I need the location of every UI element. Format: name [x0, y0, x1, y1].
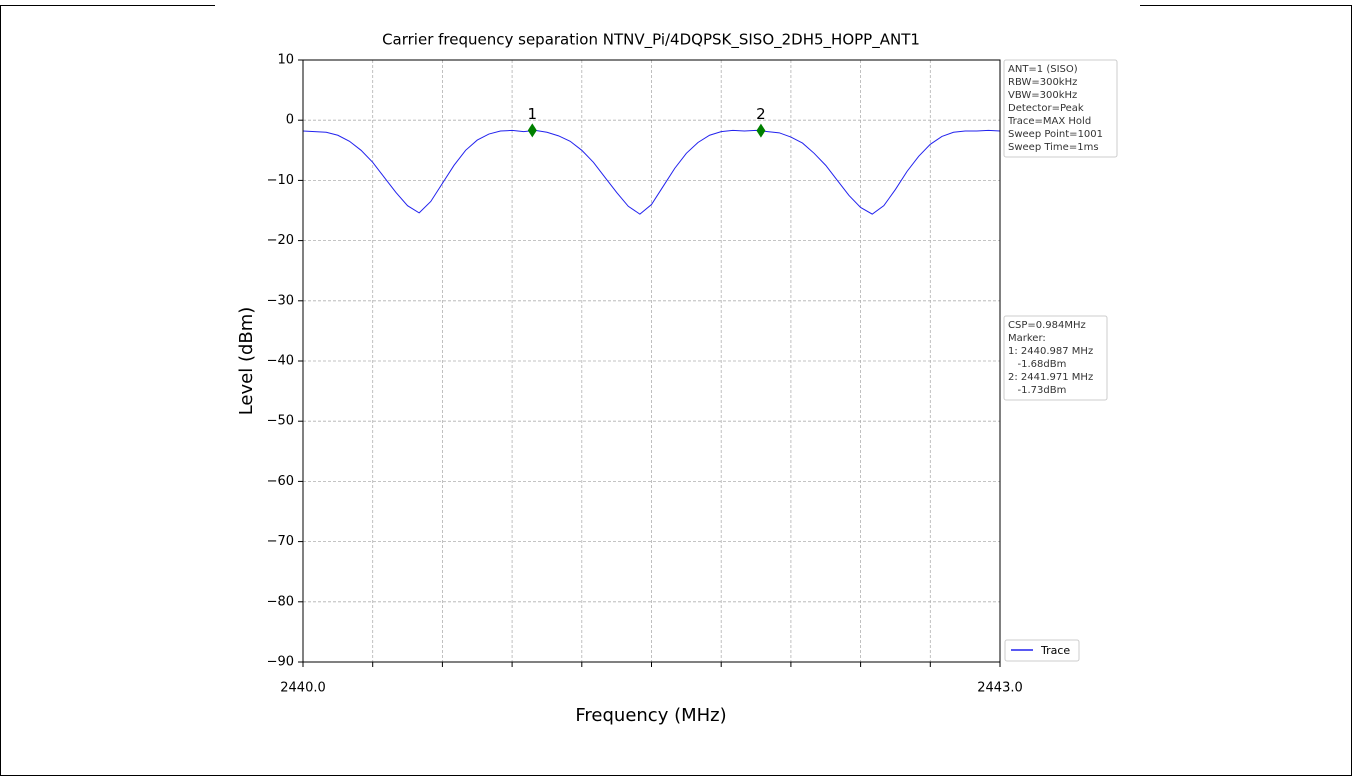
info-text: -1.73dBm	[1008, 385, 1066, 396]
y-tick-label: 0	[286, 113, 294, 128]
info-text: Marker:	[1008, 333, 1046, 344]
info-text: Trace=MAX Hold	[1007, 116, 1091, 127]
info-text: CSP=0.984MHz	[1008, 320, 1086, 331]
marker-diamond	[756, 123, 766, 138]
y-tick-label: −40	[267, 354, 294, 369]
marker-diamond	[527, 123, 537, 138]
y-tick-label: −30	[267, 293, 294, 308]
y-tick-label: −80	[267, 594, 294, 609]
y-tick-label: 10	[277, 53, 294, 68]
info-box	[1003, 315, 1108, 401]
x-axis-label: Frequency (MHz)	[575, 705, 726, 726]
marker-label: 1	[528, 105, 538, 123]
info-text: ANT=1 (SISO)	[1008, 64, 1078, 75]
info-text: -1.68dBm	[1008, 359, 1066, 370]
info-text: Sweep Time=1ms	[1008, 142, 1099, 153]
y-tick-label: −10	[267, 173, 294, 188]
y-tick-label: −90	[267, 655, 294, 670]
info-box	[1003, 59, 1118, 158]
legend-label: Trace	[1040, 644, 1070, 657]
info-text: 2: 2441.971 MHz	[1008, 372, 1093, 383]
trace-line	[302, 129, 1001, 215]
info-text: Detector=Peak	[1008, 103, 1084, 114]
x-tick-label: 2440.0	[280, 681, 326, 696]
y-tick-label: −60	[267, 474, 294, 489]
info-text: 1: 2440.987 MHz	[1008, 346, 1093, 357]
y-tick-label: −20	[267, 233, 294, 248]
info-text: VBW=300kHz	[1008, 90, 1077, 101]
info-text: RBW=300kHz	[1008, 77, 1077, 88]
marker-label: 2	[756, 105, 766, 123]
y-axis-label: Level (dBm)	[236, 307, 257, 416]
y-tick-label: −70	[267, 534, 294, 549]
info-text: Sweep Point=1001	[1008, 129, 1103, 140]
chart-title: Carrier frequency separation NTNV_Pi/4DQ…	[382, 31, 920, 50]
legend-box	[1004, 639, 1080, 662]
y-tick-label: −50	[267, 414, 294, 429]
x-tick-label: 2443.0	[977, 681, 1023, 696]
plot-frame	[302, 59, 1001, 663]
